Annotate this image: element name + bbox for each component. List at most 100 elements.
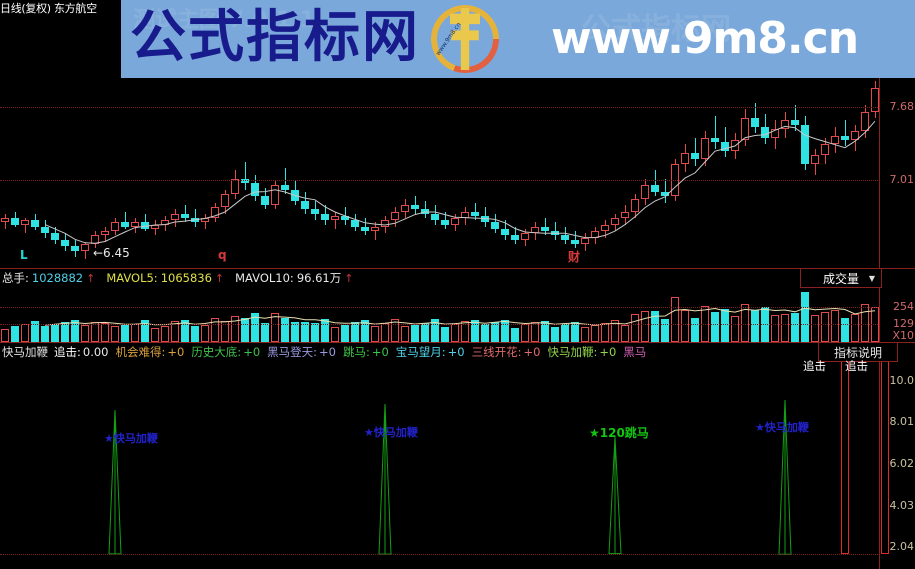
candle-body	[231, 178, 239, 195]
price-gridline	[0, 107, 880, 109]
price-tick-label: 7.01	[889, 173, 915, 187]
candle-wick	[515, 226, 516, 245]
volume-bar	[631, 313, 639, 342]
candle-body	[181, 213, 189, 219]
volume-bar	[731, 315, 739, 342]
mavol10-arrow: ↑	[344, 271, 354, 285]
candle-body	[701, 137, 709, 160]
candle-body	[311, 209, 319, 214]
volume-bar	[331, 327, 339, 342]
volume-bar	[241, 318, 249, 342]
candle-body	[601, 224, 609, 232]
candle-body	[751, 118, 759, 127]
volume-indicator-selector[interactable]: 成交量 ▼	[800, 268, 882, 288]
indicator-tick-label: 8.01	[889, 415, 915, 429]
ghost-text-right: 公式指标网	[581, 12, 731, 47]
candle-wick	[795, 105, 796, 132]
candle-wick	[375, 222, 376, 240]
banner-url-text: www.9m8.cn	[551, 13, 859, 64]
volume-bar	[171, 321, 179, 342]
volume-bar	[111, 325, 119, 342]
volume-bar	[401, 325, 409, 342]
marker-l: L	[20, 248, 28, 262]
price-chart-panel[interactable]: 7.68 7.01	[0, 78, 915, 268]
candle-body	[641, 185, 649, 199]
candle-body	[381, 220, 389, 227]
candle-body	[661, 192, 669, 197]
indicator-tick-label: 6.02	[889, 457, 915, 471]
candle-body	[61, 239, 69, 247]
indicator-legend-value-5: +0	[447, 345, 465, 359]
volume-chart-panel[interactable]: 254 129 X10	[0, 286, 915, 342]
volume-bar	[531, 321, 539, 342]
candle-wick	[445, 211, 446, 229]
indicator-help-button[interactable]: 指标说明	[818, 342, 898, 362]
annotation-120tiaoma: ★120跳马	[589, 426, 649, 440]
volume-bar	[461, 321, 469, 342]
panel-divider-2	[0, 342, 915, 343]
mavol10-label: MAVOL10:	[235, 271, 294, 285]
signal-label-1: 追击	[803, 359, 826, 373]
volume-axis-line	[879, 286, 880, 342]
candle-body	[81, 244, 89, 251]
volume-bar	[311, 322, 319, 342]
candle-body	[161, 220, 169, 225]
indicator-legend-label-7: 快马加鞭:	[547, 345, 598, 359]
candle-body	[141, 222, 149, 229]
indicator-legend-label-8: 黑马	[623, 345, 647, 359]
indicator-chart-panel[interactable]: 10.0 8.01 6.02 4.03 2.04	[0, 352, 915, 569]
volume-bar	[861, 304, 869, 342]
candle-body	[561, 235, 569, 240]
candle-body	[21, 220, 29, 225]
volume-bar	[611, 320, 619, 342]
volume-bar	[251, 313, 259, 342]
indicator-title: 快马加鞭	[2, 345, 48, 359]
indicator-spike-3	[778, 399, 792, 555]
volume-bar	[181, 319, 189, 342]
candle-body	[841, 135, 849, 140]
mavol10-value: 96.61万	[296, 271, 342, 285]
candle-body	[321, 213, 329, 221]
volume-bar	[151, 327, 159, 342]
mavol5-label: MAVOL5:	[106, 271, 158, 285]
candle-wick	[85, 241, 86, 260]
candle-body	[41, 226, 49, 234]
candle-wick	[425, 200, 426, 219]
indicator-legend-label-4: 跳马:	[342, 345, 370, 359]
candle-body	[521, 233, 529, 240]
candle-wick	[245, 161, 246, 190]
volume-bar	[571, 321, 579, 342]
indicator-legend-label-6: 三线开花:	[471, 345, 522, 359]
candle-body	[711, 137, 719, 143]
indicator-legend-value-4: +0	[371, 345, 389, 359]
volume-bar	[271, 313, 279, 342]
volume-axis: 254 129 X10	[880, 286, 915, 342]
candle-body	[691, 152, 699, 160]
site-logo-icon: www.9m8.cn	[431, 5, 499, 73]
candle-body	[511, 235, 519, 240]
indicator-legend-value-7: +0	[599, 345, 617, 359]
candle-wick	[545, 218, 546, 236]
candle-body	[861, 111, 869, 132]
volume-bar	[601, 322, 609, 342]
total-hands-label: 总手:	[2, 271, 29, 285]
candle-body	[811, 155, 819, 164]
volume-bar	[711, 312, 719, 342]
candle-body	[571, 239, 579, 245]
volume-bar	[661, 319, 669, 342]
total-hands-arrow: ↑	[86, 271, 96, 285]
candle-wick	[665, 178, 666, 203]
volume-bar	[231, 315, 239, 342]
candle-wick	[365, 218, 366, 236]
chevron-down-icon: ▼	[868, 273, 875, 283]
volume-bar	[801, 292, 809, 342]
indicator-legend-value-6: +0	[523, 345, 541, 359]
candle-body	[681, 152, 689, 164]
candle-body	[471, 211, 479, 216]
candle-body	[401, 205, 409, 212]
price-axis-line	[879, 78, 880, 268]
candle-body	[801, 124, 809, 164]
candle-wick	[195, 209, 196, 227]
candle-body	[261, 196, 269, 205]
